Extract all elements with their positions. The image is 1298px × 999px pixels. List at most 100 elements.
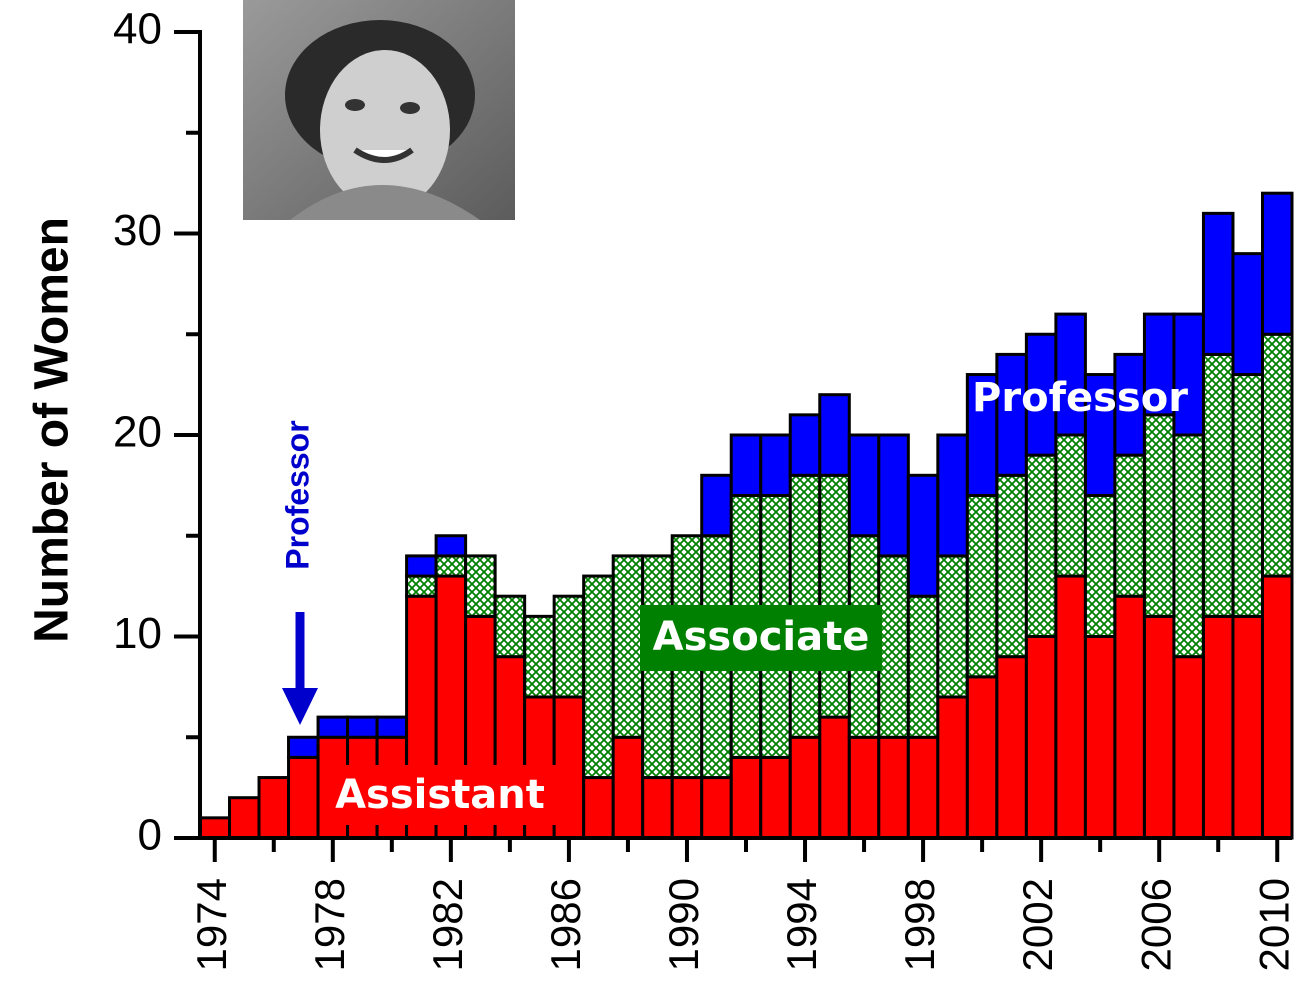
x-tick-label: 2010	[1250, 878, 1297, 971]
bar-segment	[995, 655, 1028, 840]
bar-segment	[1172, 312, 1205, 437]
x-tick-label: 1974	[188, 878, 235, 971]
bar-segment	[1172, 433, 1205, 659]
bar-segment	[729, 755, 763, 840]
bar-segment	[611, 554, 645, 739]
bar-segment	[1172, 655, 1205, 840]
x-tick-label: 1978	[306, 878, 353, 971]
bar-segment	[818, 393, 851, 477]
bar-segment	[1054, 574, 1087, 840]
bar-segment	[1201, 211, 1235, 356]
y-tick-label: 30	[113, 206, 162, 255]
bar-segment	[228, 796, 261, 840]
bar-segment	[877, 554, 910, 739]
bar-segment	[1083, 493, 1117, 639]
y-tick-label: 40	[113, 5, 162, 54]
bar-segment	[818, 473, 851, 719]
bar-segment	[611, 735, 645, 840]
bar-segment	[582, 776, 615, 840]
x-tick-label: 2002	[1014, 878, 1061, 971]
bar-segment	[729, 433, 763, 497]
y-tick-label: 10	[113, 609, 162, 658]
x-tick-label: 2006	[1132, 878, 1179, 971]
bar-segment	[1113, 453, 1146, 598]
bar-segment	[700, 776, 733, 840]
bar-segment	[936, 695, 969, 840]
bar-segment	[493, 594, 527, 659]
bar-segment	[847, 735, 881, 840]
bar-segment	[1142, 413, 1176, 618]
bar-segment	[965, 675, 999, 840]
bar-segment	[1142, 614, 1176, 840]
bar-segment	[1113, 352, 1146, 457]
legend-box	[323, 765, 557, 825]
bar-segment	[464, 554, 497, 618]
bar-segment	[582, 574, 615, 780]
y-axis-title: Number of Women	[26, 217, 79, 643]
annotation: Professor	[279, 420, 315, 569]
bar-segment	[965, 373, 999, 497]
bar-segment	[818, 715, 851, 840]
bar-segment	[1024, 635, 1058, 840]
bar-segment	[1054, 312, 1087, 437]
bar-segment	[552, 695, 586, 840]
y-tick-label: 20	[113, 408, 162, 457]
bar-segment	[257, 776, 291, 840]
bar-segment	[375, 715, 409, 739]
bar-segment	[965, 493, 999, 679]
bar-segment	[906, 473, 940, 598]
bar-segment	[198, 816, 232, 840]
bar-segment	[906, 735, 940, 840]
bar-segment	[759, 433, 792, 497]
bar-segment	[1201, 352, 1235, 618]
bar-segment	[1054, 433, 1087, 578]
bar-segment	[906, 594, 940, 739]
bar-segment	[847, 433, 881, 538]
bar-segment	[877, 433, 910, 558]
x-tick-label: 1982	[424, 878, 471, 971]
professor-arrow	[282, 612, 318, 725]
bar-segment	[670, 776, 704, 840]
bar-segment	[877, 735, 910, 840]
bar-segment	[788, 735, 822, 840]
x-tick-label: 1990	[660, 878, 707, 971]
bar-segment	[346, 715, 379, 739]
bar-segment	[700, 473, 733, 538]
x-tick-label: 1998	[896, 878, 943, 971]
bar-segment	[1142, 312, 1176, 417]
bar-segment	[434, 534, 468, 558]
bar-segment	[287, 735, 320, 759]
bar-segment	[788, 413, 822, 477]
bar-segment	[1260, 574, 1294, 840]
bar-segment	[759, 755, 792, 840]
bar-segment	[1201, 614, 1235, 840]
bar-segment	[1231, 614, 1264, 840]
bar-segment	[1231, 373, 1264, 618]
bar-segment	[523, 614, 556, 699]
bar-segment	[1231, 252, 1264, 377]
bar-segment	[1260, 332, 1294, 578]
legend-label: Associate	[653, 614, 870, 660]
legend-box	[640, 605, 882, 671]
bar-segment	[1113, 594, 1146, 840]
bar-segment	[1024, 453, 1058, 638]
y-tick-label: 0	[138, 811, 162, 860]
bar-segment	[405, 574, 438, 598]
bar-segment	[434, 554, 468, 578]
bar-segment	[316, 715, 350, 739]
x-tick-label: 1986	[542, 878, 589, 971]
bar-segment	[1083, 635, 1117, 840]
bar-segment	[405, 554, 438, 578]
bar-segment	[287, 755, 320, 840]
bar-segment	[641, 776, 674, 840]
bar-segment	[995, 473, 1028, 659]
legend-label: Assistant	[335, 772, 545, 818]
photo	[243, 0, 515, 220]
legend-label: Professor	[972, 375, 1188, 421]
bar-segment	[936, 554, 969, 699]
bar-segment	[936, 433, 969, 558]
bar-segment	[1260, 191, 1294, 336]
x-tick-label: 1994	[778, 878, 825, 971]
bar-segment	[552, 594, 586, 699]
